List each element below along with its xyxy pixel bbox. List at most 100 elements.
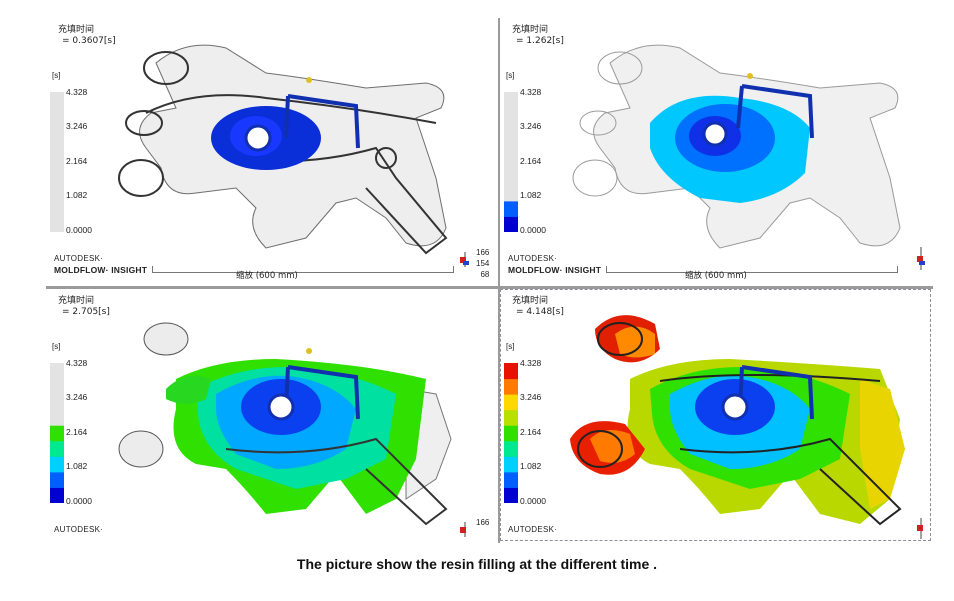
part-model bbox=[570, 315, 905, 526]
plot-title-label: 充填时间 bbox=[512, 25, 549, 35]
legend-segment bbox=[50, 409, 64, 426]
legend-segment bbox=[504, 107, 518, 124]
autodesk-logo: AUTODESK· bbox=[54, 525, 104, 534]
boss-ring bbox=[267, 393, 295, 421]
plot-title: 充填时间 = 2.705[s] bbox=[58, 296, 110, 318]
legend-label-3: 2.164 bbox=[520, 156, 542, 166]
legend-segment bbox=[504, 440, 518, 457]
legend-segment bbox=[50, 92, 64, 109]
legend-segment bbox=[50, 216, 64, 233]
boss-ring bbox=[702, 121, 728, 147]
moldflow-insight-logo: MOLDFLOW· INSIGHT bbox=[508, 265, 602, 275]
legend-label-max: 4.328 bbox=[66, 87, 88, 97]
legend-label-max: 4.328 bbox=[520, 358, 542, 368]
plot-title: 充填时间 = 0.3607[s] bbox=[58, 25, 116, 47]
legend-label-3: 2.164 bbox=[66, 427, 88, 437]
legend-label-4: 1.082 bbox=[520, 461, 542, 471]
axis-triad-icon bbox=[917, 518, 923, 539]
legend-segment bbox=[50, 363, 64, 380]
legend-label-2: 3.246 bbox=[520, 392, 542, 402]
legend-segment bbox=[50, 138, 64, 155]
legend-segment bbox=[504, 169, 518, 186]
injection-point-icon bbox=[747, 73, 753, 79]
scale-bar bbox=[152, 266, 454, 273]
legend-bar bbox=[504, 92, 518, 233]
legend-segment bbox=[50, 200, 64, 217]
runner-system bbox=[284, 94, 360, 149]
legend-label-min: 0.0000 bbox=[520, 225, 546, 235]
plot-title: 充填时间 = 4.148[s] bbox=[512, 296, 564, 318]
legend-unit: [s] bbox=[52, 342, 61, 351]
legend-segment bbox=[50, 456, 64, 473]
legend-segment bbox=[504, 200, 518, 217]
viewport-splitter-vertical[interactable] bbox=[498, 18, 500, 543]
fill-time-value: = 2.705[s] bbox=[62, 307, 110, 317]
fill-time-value: = 4.148[s] bbox=[516, 307, 564, 317]
plot-title-label: 充填时间 bbox=[58, 296, 95, 306]
filled-region bbox=[166, 359, 426, 514]
axis-label-1: 166 bbox=[476, 248, 490, 257]
moldflow-insight-logo: MOLDFLOW· INSIGHT bbox=[54, 265, 148, 275]
autodesk-logo: AUTODESK· bbox=[54, 254, 104, 263]
fill-time-value: = 0.3607[s] bbox=[62, 36, 116, 46]
legend-segment bbox=[50, 425, 64, 442]
color-legend: 4.328 3.246 2.164 1.082 0.0000 bbox=[50, 87, 92, 235]
legend-segment bbox=[50, 154, 64, 171]
viewport-splitter-horizontal[interactable] bbox=[46, 286, 933, 289]
cooling-lines bbox=[225, 437, 448, 526]
plot-title: 充填时间 = 1.262[s] bbox=[512, 25, 564, 47]
result-pane-3[interactable]: 充填时间 = 2.705[s] [s] 4.328 3.246 2.164 1.… bbox=[46, 289, 498, 543]
runner-system bbox=[736, 84, 814, 139]
legend-label-2: 3.246 bbox=[66, 392, 88, 402]
legend-segment bbox=[504, 394, 518, 411]
legend-segment bbox=[504, 409, 518, 426]
legend-segment bbox=[504, 471, 518, 488]
legend-label-max: 4.328 bbox=[66, 358, 88, 368]
legend-label-min: 0.0000 bbox=[66, 225, 92, 235]
legend-segment bbox=[50, 185, 64, 202]
legend-unit: [s] bbox=[506, 342, 515, 351]
legend-label-3: 2.164 bbox=[66, 156, 88, 166]
scale-label: 缩放 (600 mm) bbox=[685, 271, 747, 281]
plot-title-label: 充填时间 bbox=[58, 25, 95, 35]
legend-segment bbox=[50, 123, 64, 140]
legend-bar bbox=[50, 363, 64, 504]
boss-ring bbox=[244, 124, 272, 152]
scale-label: 缩放 (600 mm) bbox=[236, 271, 298, 281]
color-legend: 4.328 3.246 2.164 1.082 0.0000 bbox=[50, 358, 92, 506]
legend-segment bbox=[504, 92, 518, 109]
legend-segment bbox=[504, 123, 518, 140]
result-pane-2[interactable]: 充填时间 = 1.262[s] [s] 4.328 3.246 2.164 1.… bbox=[500, 18, 933, 286]
color-legend: 4.328 3.246 2.164 1.082 0.0000 bbox=[504, 87, 546, 235]
legend-segment bbox=[504, 363, 518, 380]
legend-segment bbox=[50, 394, 64, 411]
legend-segment bbox=[504, 456, 518, 473]
scale-bar bbox=[606, 266, 898, 273]
legend-label-2: 3.246 bbox=[66, 121, 88, 131]
result-pane-4[interactable]: 充填时间 = 4.148[s] [s] 4.328 3.246 2.164 1.… bbox=[500, 289, 933, 543]
legend-segment bbox=[504, 185, 518, 202]
injection-point-icon bbox=[306, 348, 312, 354]
figure-caption: The picture show the resin filling at th… bbox=[296, 556, 658, 572]
result-pane-1[interactable]: 充填时间 = 0.3607[s] [s] 4.328 3.246 2.164 1… bbox=[46, 18, 498, 286]
legend-segment bbox=[504, 216, 518, 233]
color-legend: 4.328 3.246 2.164 1.082 0.0000 bbox=[504, 358, 546, 506]
legend-segment bbox=[50, 107, 64, 124]
part-model bbox=[118, 44, 448, 255]
legend-label-max: 4.328 bbox=[520, 87, 542, 97]
legend-segment bbox=[504, 487, 518, 504]
cooling-lines bbox=[577, 322, 902, 526]
legend-segment bbox=[50, 378, 64, 395]
results-viewer: 充填时间 = 0.3607[s] [s] 4.328 3.246 2.164 1… bbox=[46, 18, 933, 543]
legend-segment bbox=[50, 487, 64, 504]
part-model bbox=[118, 322, 452, 526]
legend-label-2: 3.246 bbox=[520, 121, 542, 131]
legend-label-4: 1.082 bbox=[66, 190, 88, 200]
legend-bar bbox=[50, 92, 64, 233]
legend-segment bbox=[504, 138, 518, 155]
legend-unit: [s] bbox=[52, 71, 61, 80]
legend-label-min: 0.0000 bbox=[520, 496, 546, 506]
legend-segment bbox=[504, 154, 518, 171]
plot-title-label: 充填时间 bbox=[512, 296, 549, 306]
axis-triad-icon bbox=[460, 252, 469, 267]
